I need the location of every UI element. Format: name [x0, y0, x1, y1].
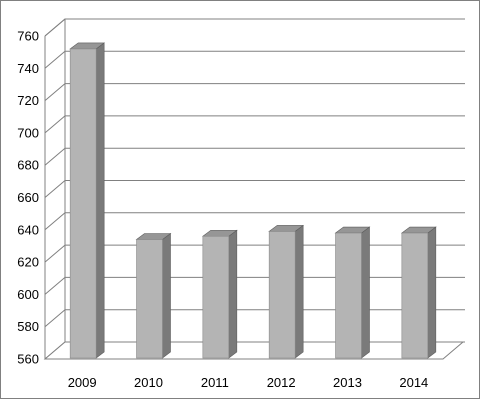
- gridline: [44, 180, 465, 198]
- y-tick-label: 700: [17, 125, 39, 140]
- bar-front-face: [69, 48, 97, 359]
- x-tick-label: 2012: [267, 375, 296, 390]
- bar: [400, 226, 437, 359]
- gridlines: [44, 18, 465, 360]
- floor-plane: [43, 341, 465, 360]
- y-tick-label: 720: [17, 93, 39, 108]
- bar-side-face: [162, 232, 171, 359]
- gridline: [44, 18, 465, 37]
- bar-side-face: [361, 226, 370, 359]
- gridline: [44, 309, 465, 328]
- gridline: [44, 50, 465, 69]
- x-tick-label: 2014: [399, 375, 428, 390]
- x-tick-label: 2013: [333, 375, 362, 390]
- gridline: [44, 212, 465, 231]
- bar-side-face: [427, 226, 437, 359]
- bar-front-face: [268, 231, 296, 359]
- bars: [69, 42, 437, 359]
- back-wall-top-edge: [44, 18, 465, 37]
- y-tick-label: 640: [17, 222, 39, 237]
- y-tick-label: 740: [17, 61, 39, 76]
- gridline: [44, 147, 465, 166]
- bar: [135, 232, 172, 359]
- bar-side-face: [228, 229, 238, 359]
- y-tick-label: 600: [17, 287, 39, 302]
- x-tick-label: 2011: [201, 375, 229, 390]
- x-tick-label: 2010: [134, 375, 163, 390]
- y-tick-label: 580: [17, 319, 39, 334]
- bar: [268, 224, 305, 359]
- bar-front-face: [401, 232, 429, 359]
- bar: [69, 42, 106, 359]
- gridline: [44, 244, 465, 263]
- bar: [201, 229, 238, 359]
- x-tick-label: 2009: [68, 375, 97, 390]
- y-tick-label: 660: [17, 190, 39, 205]
- y-tick-label: 760: [17, 29, 39, 44]
- y-tick-label: 620: [17, 255, 39, 270]
- y-tick-label: 680: [17, 158, 39, 173]
- chart-floor: [43, 341, 465, 360]
- bar-front-face: [335, 232, 362, 359]
- gridline: [44, 83, 465, 101]
- bar-front-face: [202, 235, 230, 359]
- gridline: [44, 276, 465, 295]
- bar: [334, 226, 371, 359]
- bar-side-face: [95, 42, 105, 359]
- y-tick-label: 560: [17, 352, 39, 367]
- bar-front-face: [136, 239, 163, 359]
- x-axis-tick-labels: 2009 2010 2011 2012 2013 2014: [68, 375, 429, 390]
- bar-side-face: [294, 224, 304, 359]
- y-axis-tick-labels: 560 580 600 620 640 660 680 700 720 740 760: [17, 29, 39, 367]
- gridline: [44, 115, 465, 134]
